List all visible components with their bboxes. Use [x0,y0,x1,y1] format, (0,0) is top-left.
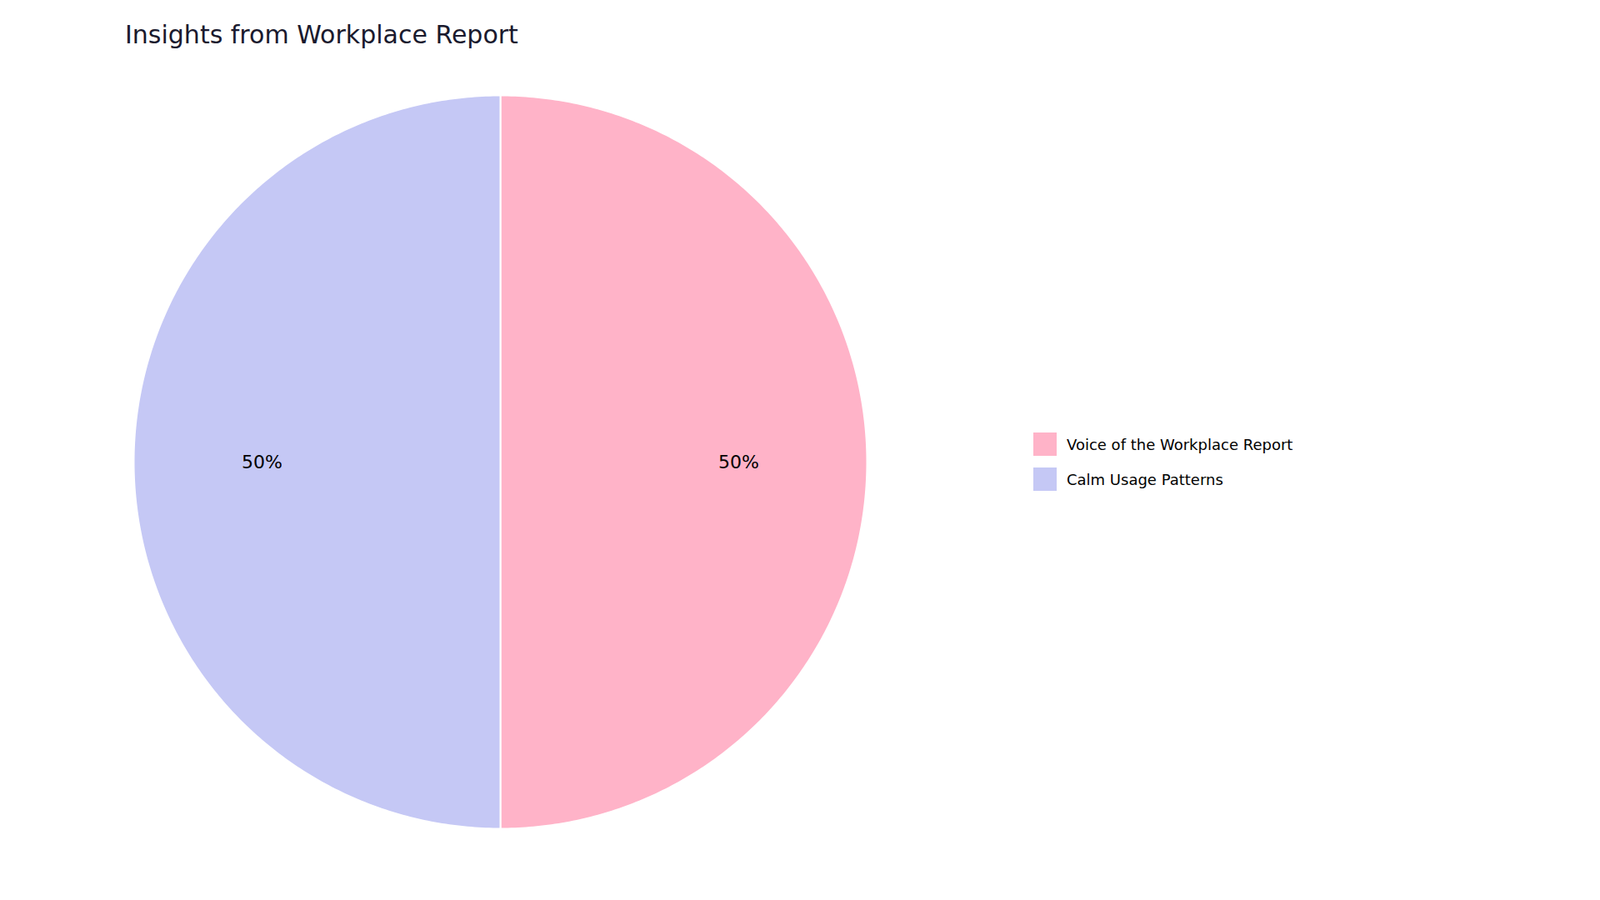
html-text:Voice of the Workplace Report: Voice of the Workplace Report [1066,435,1293,453]
html-text:Calm Usage Patterns: Calm Usage Patterns [1066,470,1224,488]
html-text:Insights from Workplace Report: Insights from Workplace Report [125,20,519,50]
svg-text:50%: 50% [718,451,760,473]
svg-text:50%: 50% [241,451,283,473]
